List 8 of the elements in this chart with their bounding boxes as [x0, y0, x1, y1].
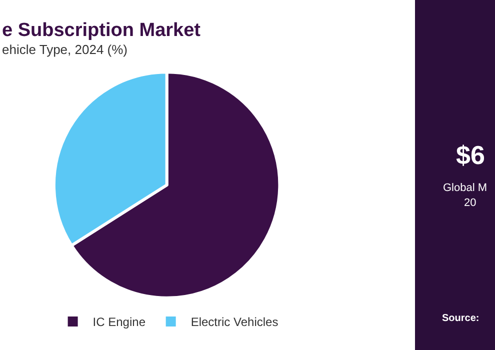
chart-subtitle: ehicle Type, 2024 (%)	[2, 42, 128, 57]
source-note: Source:	[442, 313, 480, 324]
legend-label: Electric Vehicles	[190, 315, 278, 330]
chart-title: e Subscription Market	[2, 20, 202, 41]
legend-label: IC Engine	[92, 315, 146, 330]
text: Global M	[443, 182, 488, 194]
text: $6	[456, 140, 485, 170]
text: 20	[464, 197, 476, 209]
